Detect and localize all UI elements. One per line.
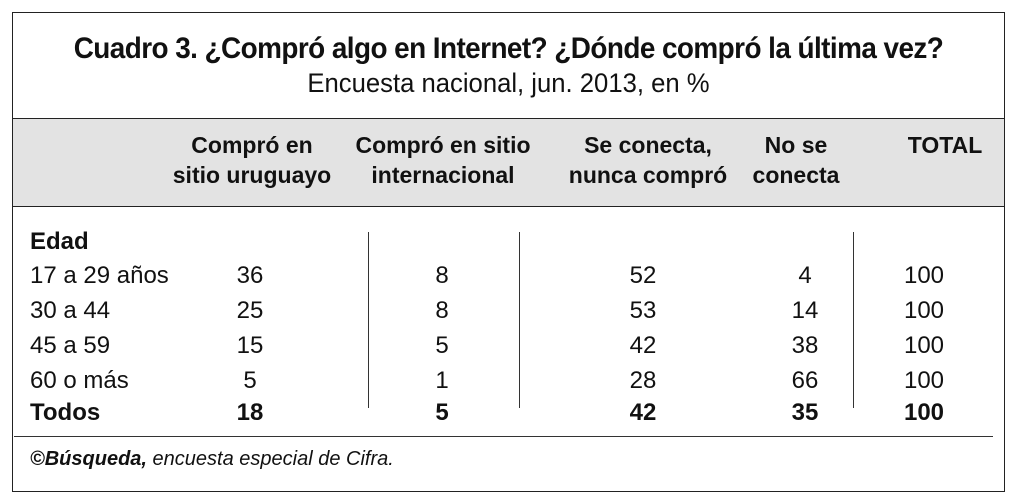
cell-value-total: 18 (236, 399, 264, 426)
row-label-total: Todos (30, 399, 101, 426)
col-header-total: TOTAL (895, 130, 995, 160)
column-divider (853, 232, 854, 408)
column-divider (368, 232, 369, 408)
col-header-line: nunca compró (568, 162, 728, 188)
col-header-line: TOTAL (907, 132, 983, 158)
table-frame: Cuadro 3. ¿Compró algo en Internet? ¿Dón… (12, 12, 1005, 492)
cell-value: 5 (435, 332, 449, 359)
cell-value: 14 (791, 297, 819, 324)
cell-value: 100 (903, 367, 945, 394)
cell-value: 8 (435, 262, 449, 289)
col-header-no-conecta: No se conecta (746, 130, 846, 190)
cell-value: 66 (791, 367, 819, 394)
cell-value-total: 42 (629, 399, 657, 426)
cell-value: 42 (629, 332, 657, 359)
table-subtitle: Encuesta nacional, jun. 2013, en % (307, 68, 710, 98)
cell-value-total: 100 (903, 399, 945, 426)
source-note: ©Búsqueda, encuesta especial de Cifra. (30, 448, 394, 471)
cell-value: 25 (236, 297, 264, 324)
col-header-line: sitio uruguayo (172, 162, 332, 188)
row-label: 30 a 44 (30, 297, 111, 324)
col-header-line: internacional (371, 162, 515, 188)
row-label: 45 a 59 (30, 332, 111, 359)
col-header-line: conecta (752, 162, 840, 188)
col-header-line: Compró en sitio (355, 132, 531, 158)
row-label: 60 o más (30, 367, 129, 394)
row-label: 17 a 29 años (30, 262, 169, 289)
cell-value: 100 (903, 262, 945, 289)
cell-value: 5 (243, 367, 257, 394)
cell-value: 52 (629, 262, 657, 289)
cell-value: 1 (435, 367, 449, 394)
title-box: Cuadro 3. ¿Compró algo en Internet? ¿Dón… (13, 13, 1004, 119)
col-header-sitio-uruguayo: Compró en sitio uruguayo (162, 130, 342, 190)
col-header-line: No se (764, 132, 828, 158)
cell-value: 8 (435, 297, 449, 324)
column-divider (519, 232, 520, 408)
cell-value: 36 (236, 262, 264, 289)
col-header-line: Se conecta, (584, 132, 712, 158)
cell-value: 15 (236, 332, 264, 359)
table-title: Cuadro 3. ¿Compró algo en Internet? ¿Dón… (73, 32, 944, 65)
cell-value: 28 (629, 367, 657, 394)
cell-value: 100 (903, 297, 945, 324)
col-header-sitio-internacional: Compró en sitio internacional (343, 130, 543, 190)
cell-value: 53 (629, 297, 657, 324)
cell-value-total: 5 (435, 399, 449, 426)
cell-value: 38 (791, 332, 819, 359)
col-header-nunca-compro: Se conecta, nunca compró (548, 130, 748, 190)
cell-value: 4 (798, 262, 812, 289)
section-label-edad: Edad (30, 228, 89, 255)
source-description: encuesta especial de Cifra. (146, 448, 394, 470)
footer-divider (14, 436, 993, 437)
col-header-line: Compró en (191, 132, 313, 158)
cell-value: 100 (903, 332, 945, 359)
source-name: ©Búsqueda, (30, 448, 147, 470)
column-header-band (13, 119, 1004, 207)
cell-value-total: 35 (791, 399, 819, 426)
